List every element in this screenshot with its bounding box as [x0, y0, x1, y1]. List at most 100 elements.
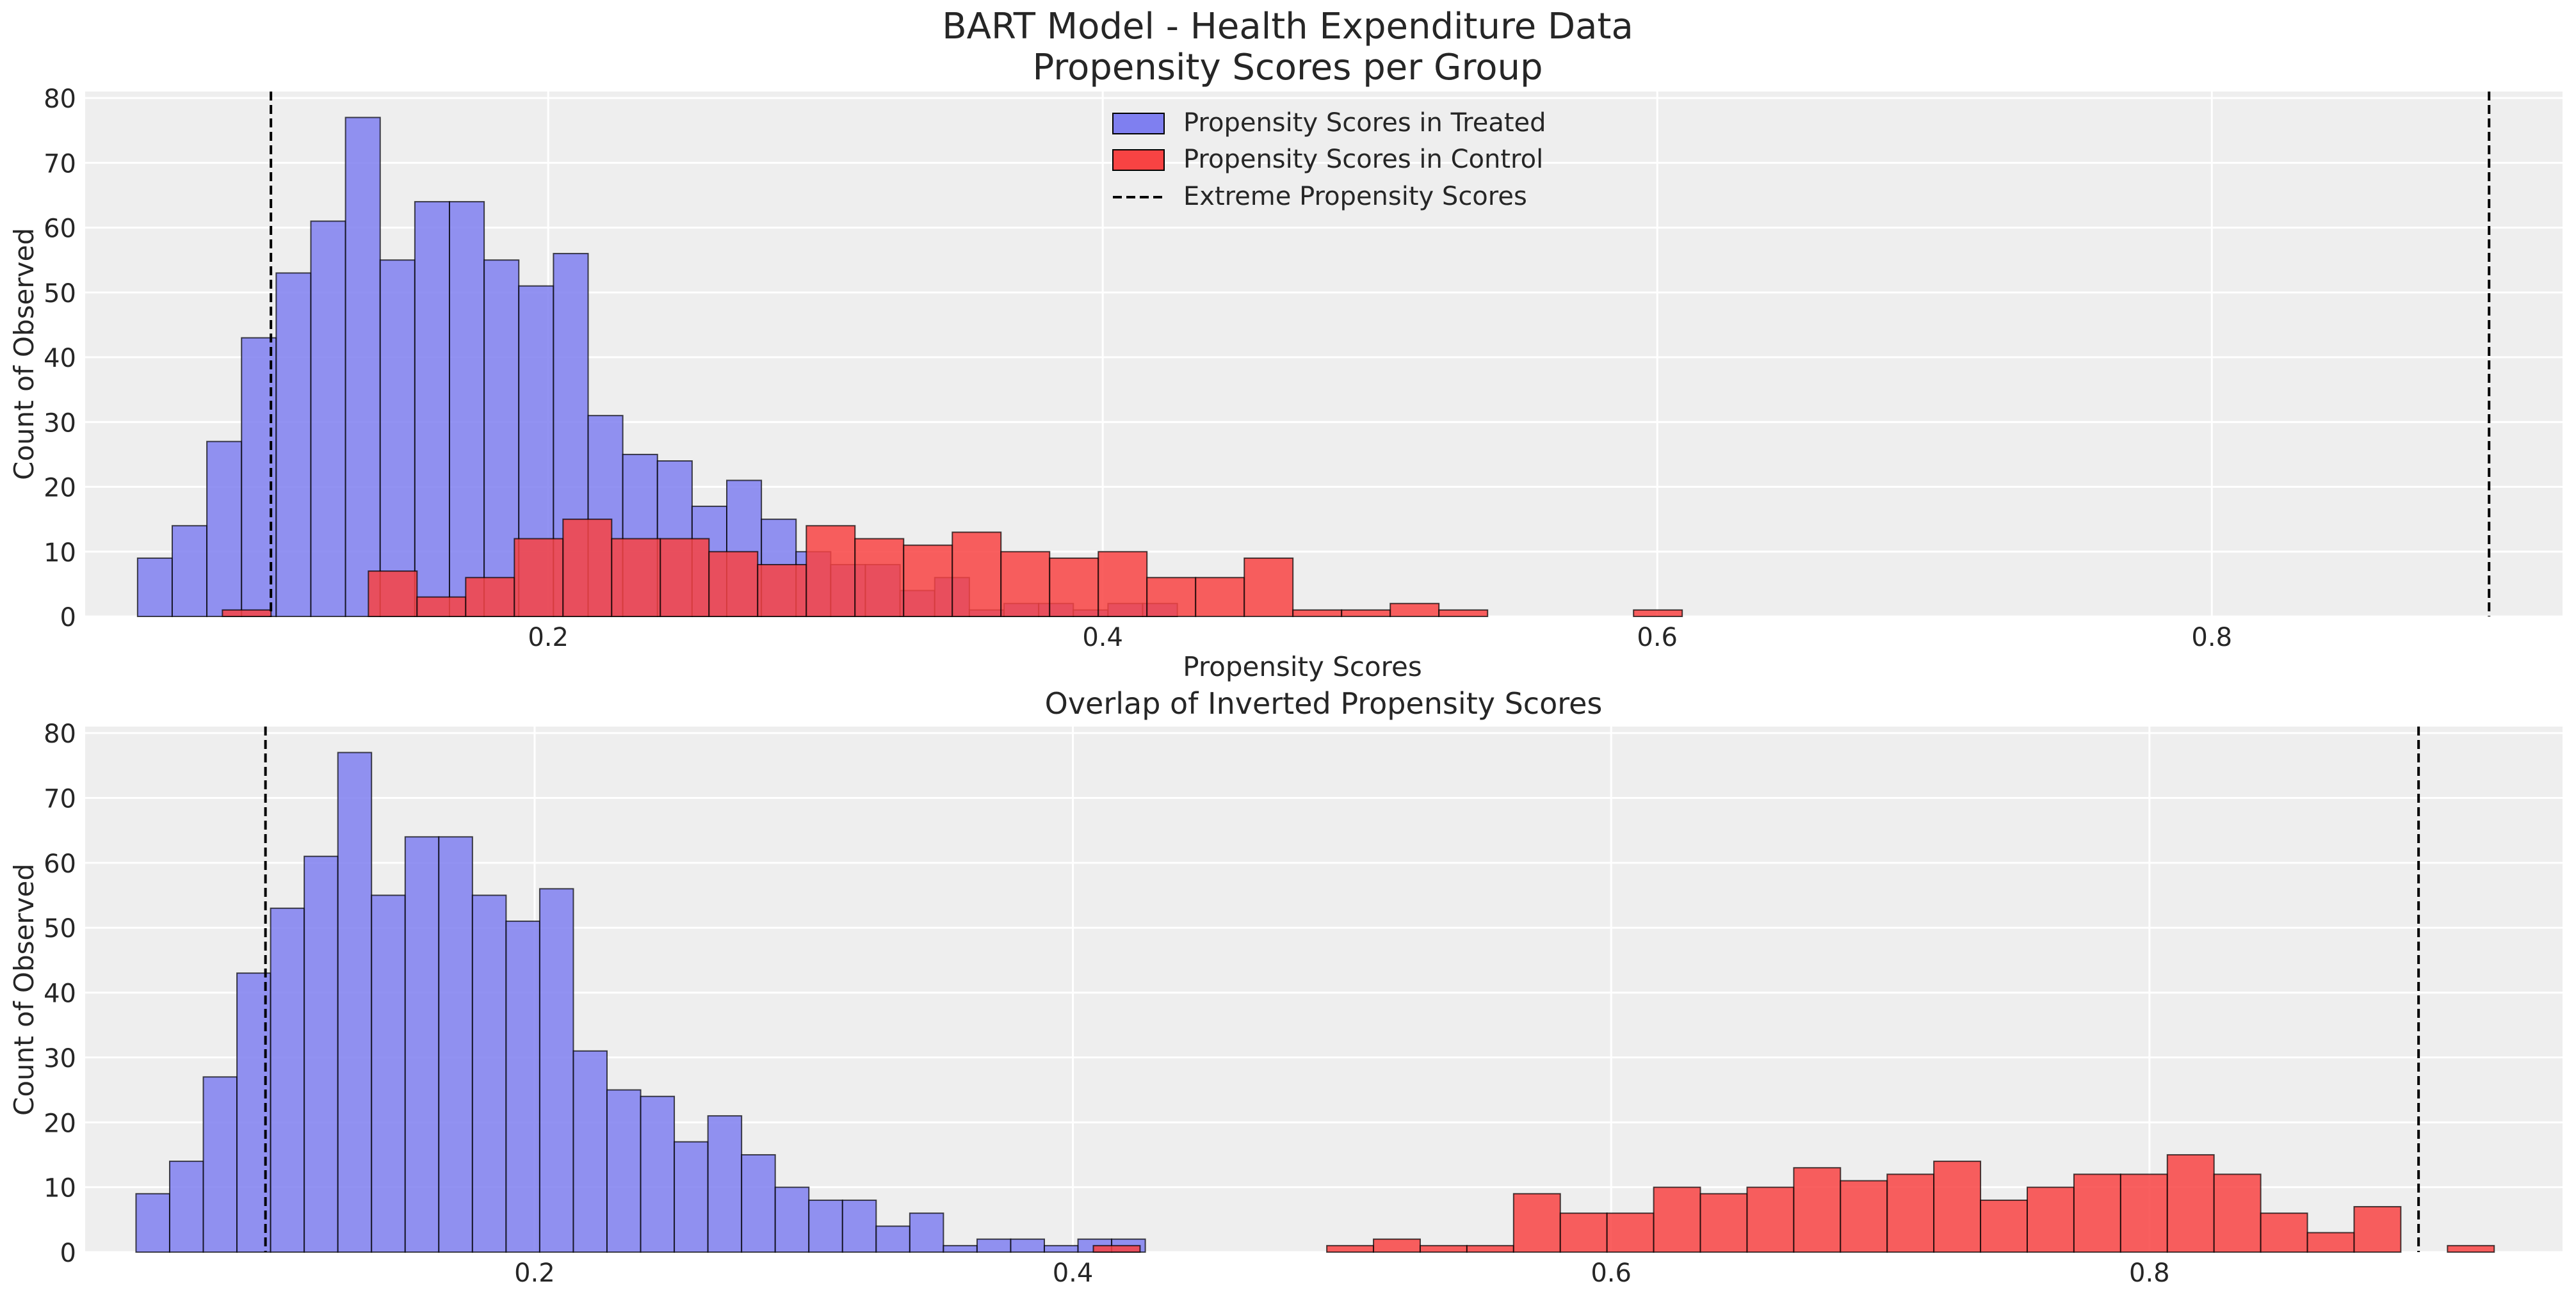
bottom-treated-bar	[471, 894, 507, 1253]
top-control-bar	[514, 538, 564, 617]
bottom-control-bar	[2026, 1186, 2075, 1253]
top-control-bar	[708, 551, 759, 618]
legend-control-swatch	[1112, 149, 1165, 171]
bottom-ytick-label: 60	[44, 849, 76, 879]
bottom-treated-bar	[774, 1186, 810, 1253]
top-control-bar	[1049, 557, 1099, 618]
top-treated-bar	[483, 259, 520, 617]
bottom-title: Overlap of Inverted Propensity Scores	[1045, 686, 1603, 721]
top-panel: 0 10 20 30 40 50 60 70 80 0.2 0.4 0.6 0.8 Propensit…	[8, 84, 2563, 682]
bottom-treated-bar	[976, 1238, 1012, 1253]
top-control-bar	[416, 596, 467, 618]
top-control-bar	[611, 538, 661, 617]
top-control-bar	[903, 544, 953, 617]
bottom-control-bar	[2447, 1244, 2495, 1253]
bottom-control-bar	[1419, 1244, 1468, 1253]
bottom-xticks: 0.2 0.4 0.6 0.8	[514, 1259, 2170, 1288]
bottom-control-bar	[1980, 1199, 2028, 1253]
top-control-bar	[1243, 557, 1294, 618]
top-ytick-label: 30	[44, 408, 76, 438]
top-ytick-label: 40	[44, 344, 76, 373]
bottom-control-bar	[2306, 1232, 2355, 1253]
top-control-bar	[1098, 551, 1148, 618]
bottom-treated-bar	[337, 752, 373, 1253]
bottom-treated-bar	[168, 1161, 204, 1253]
top-treated-bar	[310, 220, 346, 618]
bottom-treated-bar	[841, 1199, 877, 1253]
bottom-xtick-label: 0.8	[2129, 1259, 2170, 1288]
top-treated-bar	[275, 272, 312, 617]
bottom-control-bar	[1466, 1244, 1514, 1253]
top-control-bar	[1000, 551, 1051, 618]
top-ytick-label: 0	[60, 603, 76, 632]
top-control-bar	[1341, 609, 1391, 617]
bottom-control-bar	[1933, 1161, 1982, 1253]
bottom-control-bar	[2213, 1173, 2262, 1253]
bottom-treated-bar	[909, 1212, 944, 1253]
top-xtick-label: 0.8	[2191, 623, 2232, 652]
bottom-control-bar	[1840, 1180, 1888, 1253]
top-control-bar	[806, 525, 856, 617]
bottom-treated-bar	[640, 1095, 676, 1253]
bottom-ytick-label: 50	[44, 914, 76, 944]
top-control-bar	[1146, 577, 1197, 618]
top-bars	[136, 117, 1683, 618]
bottom-control-bar	[1699, 1193, 1748, 1253]
bottom-treated-bar	[202, 1076, 238, 1253]
top-control-bar	[1389, 602, 1440, 618]
bottom-control-bar	[1606, 1212, 1655, 1253]
top-vlines	[270, 92, 2491, 616]
bottom-treated-bar	[741, 1154, 776, 1253]
bottom-treated-bar	[539, 888, 574, 1253]
top-control-bar	[1292, 609, 1343, 617]
top-yticks: 0 10 20 30 40 50 60 70 80	[44, 84, 76, 632]
bottom-yticks: 0 10 20 30 40 50 60 70 80	[44, 720, 76, 1268]
bottom-treated-bar	[943, 1244, 978, 1253]
bottom-control-bar	[1092, 1244, 1141, 1253]
legend: Propensity Scores in Treated Propensity …	[1112, 108, 1546, 211]
top-ylabel: Count of Observed	[8, 228, 40, 480]
bottom-ytick-label: 40	[44, 979, 76, 1009]
bottom-control-bar	[1326, 1244, 1375, 1253]
bottom-vlines	[264, 727, 2420, 1252]
bottom-treated-bar	[606, 1089, 642, 1253]
top-ytick-label: 50	[44, 279, 76, 309]
bottom-control-bar	[1373, 1238, 1421, 1253]
top-ytick-label: 70	[44, 149, 76, 179]
top-control-bar	[660, 538, 710, 617]
bottom-ytick-label: 30	[44, 1044, 76, 1074]
figure-suptitle-line1: BART Model - Health Expenditure Data	[942, 6, 1633, 47]
top-treated-bar	[448, 201, 485, 617]
legend-extreme-label: Extreme Propensity Scores	[1183, 182, 1527, 211]
bottom-control-bar	[2073, 1173, 2121, 1253]
bottom-control-bar	[2166, 1154, 2215, 1253]
top-control-bar	[1633, 609, 1683, 617]
top-ytick-label: 80	[44, 84, 76, 114]
bottom-xtick-label: 0.6	[1591, 1259, 1632, 1288]
bottom-treated-bar	[505, 921, 540, 1253]
bottom-treated-bar	[304, 855, 339, 1253]
top-treated-bar	[171, 525, 208, 617]
bottom-ytick-label: 0	[60, 1239, 76, 1268]
bottom-ytick-label: 20	[44, 1109, 76, 1138]
bottom-control-bar	[2119, 1173, 2168, 1253]
top-control-bar	[757, 564, 807, 617]
top-xtick-label: 0.4	[1082, 623, 1123, 652]
bottom-panel: Overlap of Inverted Propensity Scores 0 1…	[8, 686, 2563, 1288]
top-treated-bar	[344, 117, 381, 617]
bottom-treated-bar	[572, 1050, 608, 1253]
bottom-xtick-label: 0.4	[1053, 1259, 1094, 1288]
top-ytick-label: 20	[44, 474, 76, 503]
bottom-control-bar	[1886, 1173, 1935, 1253]
top-ytick-label: 10	[44, 538, 76, 568]
bottom-treated-bar	[1044, 1244, 1079, 1253]
legend-treated-swatch	[1112, 113, 1165, 134]
top-xtick-label: 0.6	[1637, 623, 1678, 652]
top-control-bar	[1438, 609, 1489, 617]
bottom-treated-bar	[438, 836, 473, 1253]
bottom-treated-bar	[371, 894, 406, 1253]
legend-control-label: Propensity Scores in Control	[1183, 145, 1543, 174]
top-treated-bar	[379, 259, 416, 617]
bottom-treated-bar	[404, 836, 440, 1253]
top-control-bar	[222, 609, 272, 617]
